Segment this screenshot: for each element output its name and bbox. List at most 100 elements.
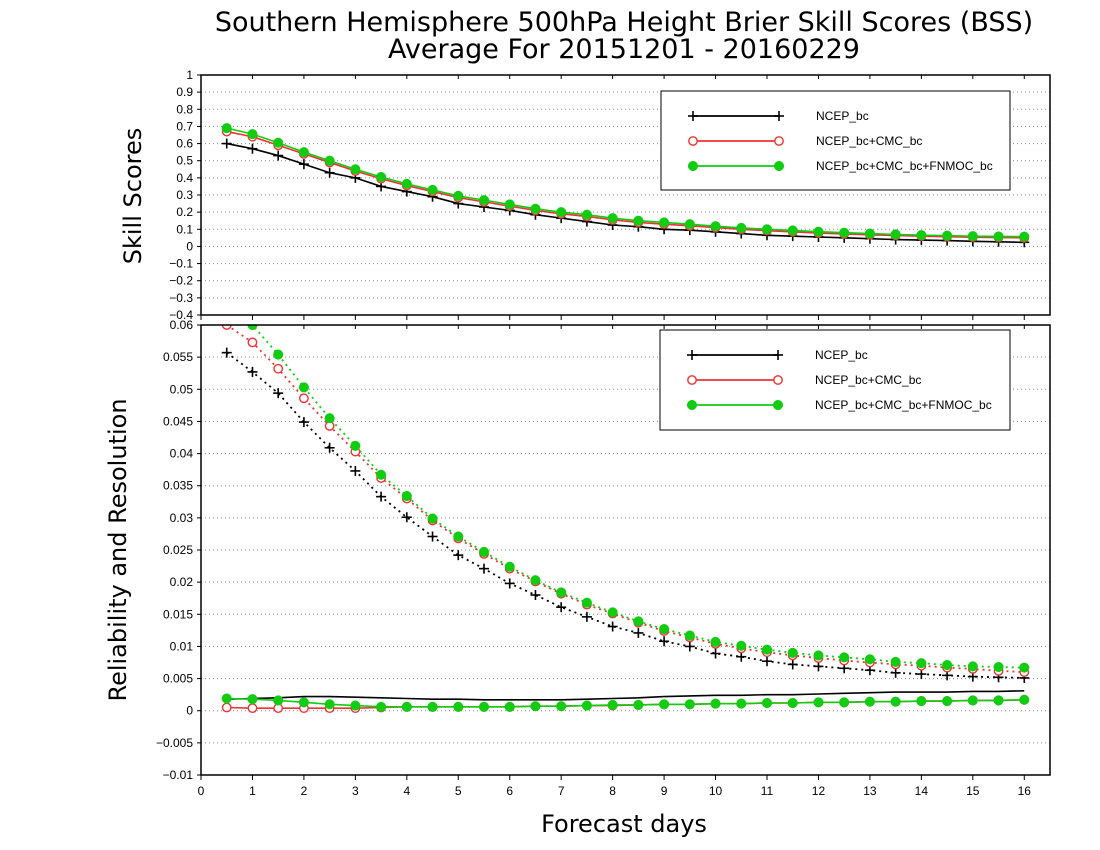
data-point bbox=[761, 697, 773, 709]
data-point bbox=[350, 440, 361, 451]
data-point bbox=[736, 640, 747, 651]
y-tick-label: −0.01 bbox=[163, 768, 194, 782]
data-point bbox=[273, 388, 284, 399]
series-line bbox=[226, 697, 1025, 708]
data-point bbox=[298, 147, 309, 158]
data-point bbox=[376, 469, 387, 480]
data-point bbox=[684, 219, 695, 230]
series-fnmoc-reliability bbox=[221, 693, 1030, 712]
legend-label: NCEP_bc+CMC_bc bbox=[816, 134, 922, 148]
x-tick-label: 11 bbox=[761, 784, 774, 798]
series-line bbox=[226, 325, 1025, 674]
data-point bbox=[401, 490, 412, 502]
data-point bbox=[273, 349, 284, 360]
y-tick-label: 0.6 bbox=[176, 137, 193, 151]
data-point bbox=[478, 195, 490, 206]
data-point bbox=[247, 703, 258, 714]
data-point bbox=[504, 199, 515, 210]
data-point bbox=[479, 563, 489, 574]
data-point bbox=[581, 209, 592, 220]
data-point bbox=[247, 694, 258, 705]
data-point bbox=[221, 123, 232, 134]
legend-marker bbox=[774, 111, 784, 121]
y-tick-label: 0.03 bbox=[170, 511, 194, 525]
data-point bbox=[298, 697, 309, 708]
data-point bbox=[581, 700, 592, 711]
data-point bbox=[401, 178, 412, 189]
data-point bbox=[967, 661, 978, 672]
data-point bbox=[607, 699, 618, 710]
data-point bbox=[350, 700, 361, 711]
data-point bbox=[1019, 694, 1030, 705]
y-tick-label: 0.2 bbox=[176, 205, 193, 219]
data-point bbox=[273, 137, 284, 148]
legend-label: NCEP_bc bbox=[816, 109, 869, 123]
y-tick-label: 0.055 bbox=[163, 350, 193, 364]
x-tick-label: 3 bbox=[352, 784, 359, 798]
legend-item: NCEP_bc+CMC_bc+FNMOC_bc bbox=[687, 159, 993, 173]
data-point bbox=[633, 616, 644, 627]
legend-marker bbox=[773, 350, 783, 360]
data-point bbox=[993, 695, 1004, 706]
legend-marker bbox=[687, 160, 699, 172]
data-point bbox=[376, 491, 387, 502]
plot-frame bbox=[200, 324, 1051, 776]
data-point bbox=[298, 382, 309, 393]
data-point bbox=[736, 698, 747, 709]
data-point bbox=[916, 669, 927, 680]
data-point bbox=[813, 650, 824, 661]
y-tick-label: −0.4 bbox=[169, 308, 193, 322]
y-tick-label: 0.8 bbox=[176, 102, 193, 116]
data-point bbox=[478, 701, 490, 712]
skill-score-panel: 1 0.9 0.8 0.7 0.6 0.5 0.4 0.3 0.2 0.1 0 −0.1 −0.2 −0.… bbox=[169, 68, 1051, 322]
data-point bbox=[710, 221, 721, 232]
data-point bbox=[916, 696, 927, 707]
chart-title-line1: Southern Hemisphere 500hPa Height Brier … bbox=[215, 7, 1033, 38]
data-point bbox=[324, 167, 335, 178]
legend-marker bbox=[774, 136, 784, 146]
data-point bbox=[659, 624, 670, 635]
data-point bbox=[221, 702, 232, 713]
y-tick-label: −0.1 bbox=[169, 257, 193, 271]
x-tick-label: 7 bbox=[558, 784, 565, 798]
chart-title-line2: Average For 20151201 - 20160229 bbox=[388, 34, 860, 65]
x-tick-label: 1 bbox=[249, 784, 256, 798]
data-point bbox=[659, 636, 670, 647]
y-tick-label: 0.015 bbox=[163, 607, 193, 621]
data-point bbox=[967, 695, 978, 706]
data-point bbox=[890, 656, 901, 667]
data-point bbox=[376, 701, 387, 712]
legend-label: NCEP_bc+CMC_bc bbox=[815, 373, 921, 387]
x-tick-label: 4 bbox=[403, 784, 410, 798]
legend-label: NCEP_bc+CMC_bc+FNMOC_bc bbox=[816, 159, 993, 173]
data-point bbox=[839, 652, 850, 663]
data-point bbox=[890, 229, 901, 240]
data-point bbox=[324, 155, 335, 166]
y-tick-label: 0.01 bbox=[170, 639, 194, 653]
y-tick-label: 1 bbox=[186, 68, 193, 82]
data-point bbox=[1019, 231, 1030, 242]
y-tick-label: 0.5 bbox=[176, 154, 193, 168]
series-line bbox=[226, 689, 1025, 701]
y-tick-label: 0.7 bbox=[176, 119, 193, 133]
y-tick-label: 0.035 bbox=[163, 479, 193, 493]
data-point bbox=[710, 636, 721, 647]
legend-marker bbox=[772, 399, 784, 411]
data-point bbox=[864, 654, 875, 665]
data-point bbox=[453, 550, 464, 561]
data-point bbox=[659, 217, 670, 228]
series-ncep-reliability bbox=[226, 689, 1025, 701]
bottom-y-axis-label: Reliability and Resolution bbox=[104, 398, 132, 701]
data-point bbox=[761, 224, 773, 235]
data-point bbox=[581, 611, 592, 622]
data-point bbox=[453, 190, 464, 201]
data-point bbox=[376, 171, 387, 183]
legend-item: NCEP_bc bbox=[687, 348, 868, 362]
y-tick-label: 0.02 bbox=[170, 575, 194, 589]
x-tick-label: 14 bbox=[915, 784, 929, 798]
data-point bbox=[607, 607, 618, 618]
data-point bbox=[864, 696, 875, 707]
y-tick-label: −0.005 bbox=[156, 736, 193, 750]
legend-label: NCEP_bc+CMC_bc+FNMOC_bc bbox=[815, 398, 992, 412]
